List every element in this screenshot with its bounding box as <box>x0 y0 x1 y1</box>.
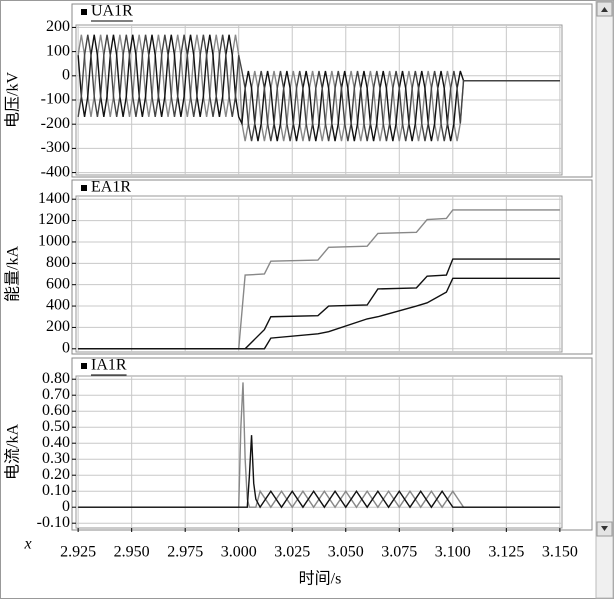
title-marker <box>81 185 87 191</box>
y-tick-label: -0.10 <box>37 514 70 531</box>
panel-frame <box>71 357 593 531</box>
y-tick-label: 0.40 <box>42 434 70 451</box>
y-tick-label: 0.20 <box>42 466 70 483</box>
scrollbar[interactable] <box>595 0 614 599</box>
series-line <box>78 435 560 509</box>
x-tick-label: 2.925 <box>60 544 96 561</box>
x-tick-label: 3.000 <box>221 544 257 561</box>
y-tick-label: 0.70 <box>42 386 70 403</box>
y-tick-label: 0.10 <box>42 482 70 499</box>
x-tick-label: 3.150 <box>542 544 578 561</box>
y-axis-label: 电压/kV <box>4 72 22 128</box>
scroll-up-arrow <box>601 7 608 12</box>
y-tick-label: 1000 <box>38 233 70 250</box>
y-tick-label: 800 <box>46 254 70 271</box>
y-tick-label: 200 <box>46 18 70 35</box>
series-line <box>77 34 560 142</box>
x-tick-label: 3.025 <box>274 544 310 561</box>
y-tick-label: 0.80 <box>42 370 70 387</box>
scroll-down-arrow <box>601 526 608 531</box>
x-tick-label: 2.975 <box>167 544 203 561</box>
x-tick-label: 3.125 <box>488 544 524 561</box>
y-tick-label: 1400 <box>38 190 70 207</box>
y-tick-label: -200 <box>41 115 70 132</box>
x-tick-label: 2.950 <box>114 544 150 561</box>
y-tick-label: 100 <box>46 42 70 59</box>
y-tick-label: -400 <box>41 163 70 180</box>
title-marker <box>81 9 87 15</box>
y-tick-label: 1200 <box>38 211 70 228</box>
x-tick-label: 3.075 <box>381 544 417 561</box>
panel-title: EA1R <box>91 179 131 196</box>
title-marker <box>81 363 87 369</box>
y-tick-label: 0.30 <box>42 450 70 467</box>
y-tick-label: 400 <box>46 297 70 314</box>
series-line <box>77 34 560 142</box>
series-line <box>77 34 560 142</box>
x-axis-label: 时间/s <box>299 570 342 588</box>
panel-frame <box>71 3 593 178</box>
corner-label: x <box>23 536 31 553</box>
y-tick-label: -300 <box>41 139 70 156</box>
y-tick-label: 0 <box>62 339 70 356</box>
y-tick-label: 600 <box>46 275 70 292</box>
y-tick-label: 0.60 <box>42 402 70 419</box>
y-tick-label: -100 <box>41 91 70 108</box>
series-line <box>78 209 560 350</box>
series-line <box>78 258 560 350</box>
x-tick-label: 3.050 <box>328 544 364 561</box>
panel-title: UA1R <box>91 3 133 20</box>
panel-frame <box>71 179 593 355</box>
y-axis-label: 能量/kA <box>4 246 22 302</box>
x-tick-label: 3.100 <box>435 544 471 561</box>
y-tick-label: 0 <box>62 66 70 83</box>
plot-area <box>75 195 563 353</box>
y-tick-label: 0.50 <box>42 418 70 435</box>
plot-area <box>75 375 563 529</box>
y-axis-label: 电流/kA <box>4 424 22 480</box>
series-line <box>78 277 560 350</box>
y-tick-label: 200 <box>46 318 70 335</box>
y-tick-label: 0 <box>62 498 70 515</box>
panel-title: IA1R <box>91 357 127 374</box>
